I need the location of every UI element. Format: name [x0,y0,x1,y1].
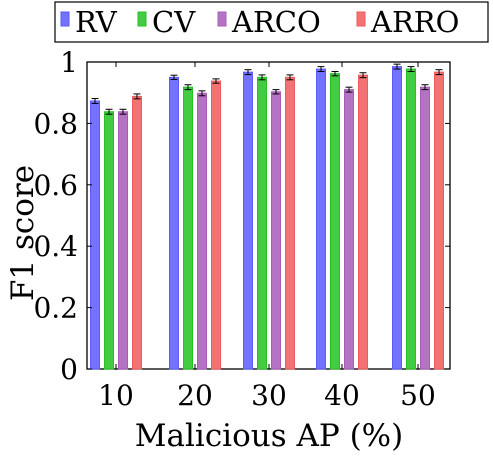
legend-swatch-arco [217,11,227,27]
error-bar-arco-30 [272,89,280,95]
error-bar-cv-30 [258,74,266,81]
y-tick-label: 0.8 [33,107,78,140]
error-bar-rv-50 [393,63,401,70]
error-bar-rv-20 [170,74,178,80]
y-axis-label: F1 score [5,165,41,301]
bar-arco-20 [197,92,207,370]
bar-cv-50 [406,68,416,370]
x-tick-label: 40 [324,379,360,412]
x-tick-label: 30 [251,379,287,412]
bar-cv-10 [104,111,114,370]
y-tick-label: 0.4 [33,230,78,263]
bar-cv-20 [183,86,193,370]
bar-arro-20 [211,80,221,370]
legend: RV CV ARCO ARRO [54,1,489,43]
error-bar-arro-10 [133,93,141,100]
error-bar-arro-50 [435,69,443,76]
bar-arro-50 [434,71,444,370]
error-bar-arco-40 [345,86,353,93]
y-tick-label: 1 [60,46,78,79]
error-bar-cv-50 [407,66,415,73]
y-tick-label: 0.2 [33,292,78,325]
error-bar-rv-10 [91,98,99,104]
bar-arro-40 [358,74,368,370]
bar-cv-40 [330,73,340,370]
error-bar-arro-30 [286,74,294,81]
bar-arco-40 [344,89,354,370]
error-bar-rv-40 [317,66,325,73]
bar-rv-50 [392,66,402,370]
legend-label-rv: RV [75,5,118,39]
legend-swatch-cv [137,11,147,27]
bar-cv-30 [257,76,267,370]
bar-rv-10 [90,100,100,370]
error-bar-arco-10 [119,108,127,115]
bar-rv-30 [243,71,253,370]
bar-arco-50 [420,86,430,370]
legend-label-arro: ARRO [370,5,459,39]
plot-area [86,61,451,370]
error-bar-arro-20 [212,78,220,84]
x-axis-ticks: 10 20 30 40 50 [98,62,436,412]
legend-label-arco: ARCO [231,5,321,39]
bar-arro-30 [285,76,295,370]
error-bar-cv-20 [184,84,192,91]
error-bar-rv-30 [244,69,252,76]
error-bar-cv-40 [331,71,339,77]
y-axis-ticks: 0 0.2 0.4 0.6 0.8 1 [33,46,450,386]
bar-rv-20 [169,76,179,370]
y-tick-label: 0 [60,353,78,386]
error-bar-arco-20 [198,90,206,97]
bar-arco-10 [118,111,128,370]
x-tick-label: 50 [400,379,436,412]
bar-rv-40 [316,68,326,370]
bar-arro-10 [132,95,142,370]
legend-swatch-arro [356,11,366,27]
legend-box [54,1,489,43]
error-bar-cv-10 [105,108,113,115]
x-axis-label: Malicious AP (%) [135,418,403,454]
legend-swatch-rv [60,11,70,27]
y-tick-label: 0.6 [33,169,78,202]
x-tick-label: 10 [98,379,134,412]
x-tick-label: 20 [177,379,213,412]
error-bar-arro-40 [359,72,367,79]
error-bar-arco-50 [421,84,429,91]
bar-arco-30 [271,91,281,370]
legend-label-cv: CV [152,5,196,39]
